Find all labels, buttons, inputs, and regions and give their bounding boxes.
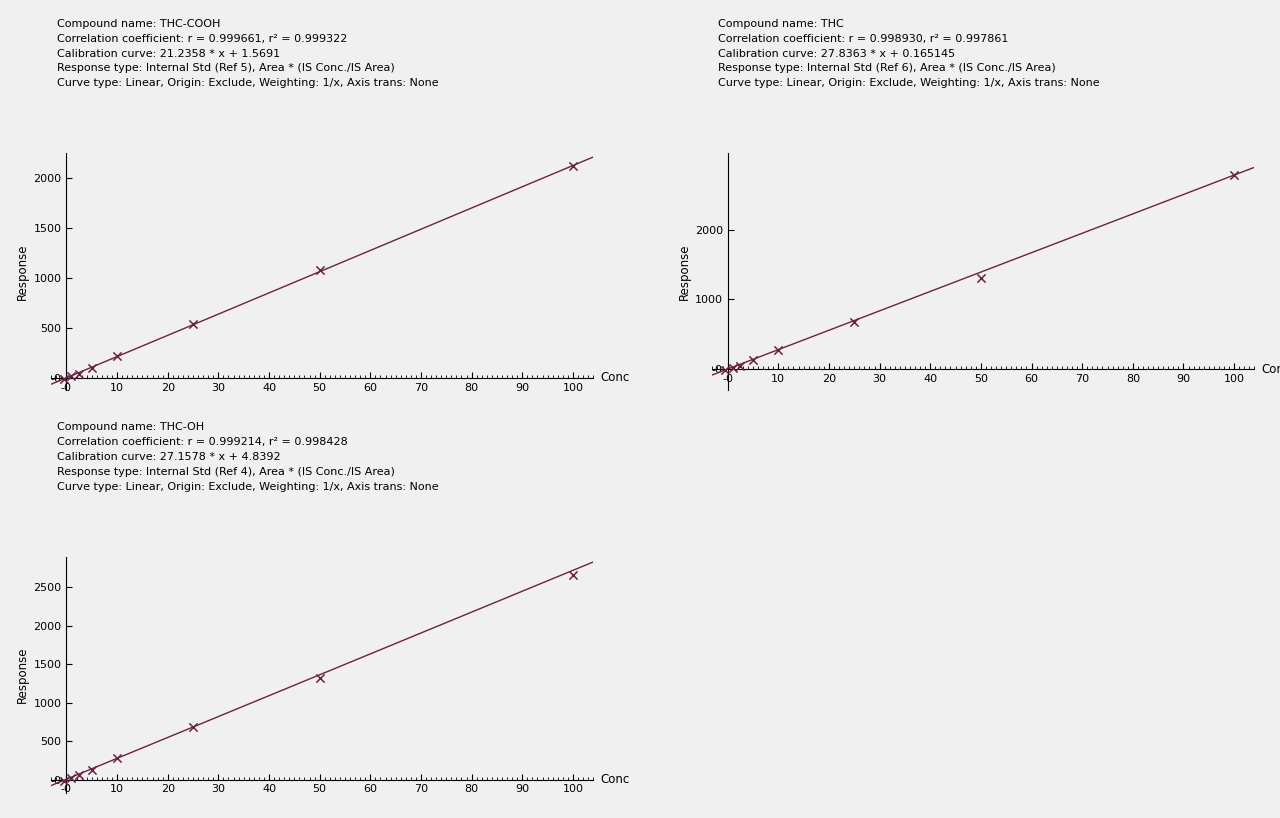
Point [768, 344, 788, 357]
Text: Conc: Conc [600, 773, 630, 786]
Point [563, 159, 584, 172]
Point [54, 372, 74, 385]
Point [82, 362, 102, 375]
Y-axis label: Response: Response [17, 243, 29, 299]
Point [742, 353, 763, 366]
Point [310, 263, 330, 276]
Text: Conc: Conc [600, 371, 630, 384]
Point [714, 363, 735, 376]
Y-axis label: Response: Response [677, 243, 690, 299]
Point [54, 774, 74, 787]
Point [69, 769, 90, 782]
Point [183, 318, 204, 331]
Point [1224, 169, 1244, 182]
Point [69, 367, 90, 380]
Point [61, 771, 82, 784]
Point [563, 569, 584, 582]
Point [844, 315, 864, 328]
Point [61, 370, 82, 383]
Point [183, 721, 204, 734]
Text: Compound name: THC
Correlation coefficient: r = 0.998930, r² = 0.997861
Calibrat: Compound name: THC Correlation coefficie… [718, 19, 1100, 88]
Point [730, 359, 750, 372]
Point [106, 752, 127, 765]
Point [310, 671, 330, 684]
Point [970, 272, 991, 285]
Point [82, 763, 102, 776]
Text: Compound name: THC-OH
Correlation coefficient: r = 0.999214, r² = 0.998428
Calib: Compound name: THC-OH Correlation coeffi… [56, 422, 438, 492]
Point [722, 362, 742, 375]
Text: Conc: Conc [1261, 362, 1280, 375]
Text: Compound name: THC-COOH
Correlation coefficient: r = 0.999661, r² = 0.999322
Cal: Compound name: THC-COOH Correlation coef… [56, 19, 438, 88]
Point [106, 350, 127, 363]
Y-axis label: Response: Response [17, 647, 29, 703]
